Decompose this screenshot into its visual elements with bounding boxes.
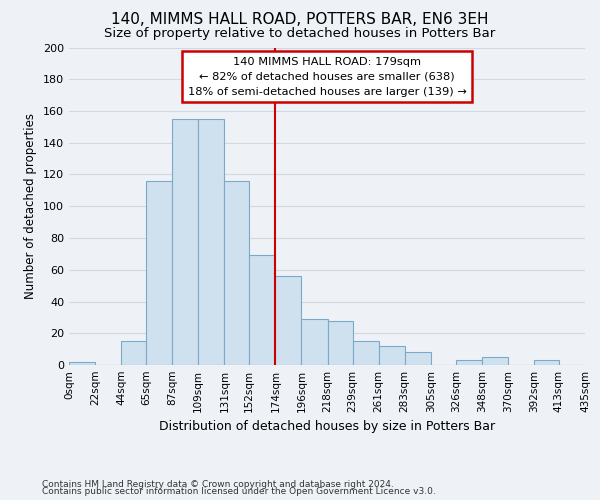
Bar [301,319,328,365]
Bar [146,181,172,365]
Bar [275,276,301,365]
Bar [353,341,379,365]
Bar [328,320,353,365]
Bar [224,181,250,365]
Bar [172,119,198,365]
X-axis label: Distribution of detached houses by size in Potters Bar: Distribution of detached houses by size … [159,420,495,434]
Bar [404,352,431,365]
Text: Contains public sector information licensed under the Open Government Licence v3: Contains public sector information licen… [42,488,436,496]
Bar [482,357,508,365]
Bar [250,256,275,365]
Text: 140 MIMMS HALL ROAD: 179sqm
← 82% of detached houses are smaller (638)
18% of se: 140 MIMMS HALL ROAD: 179sqm ← 82% of det… [188,57,466,96]
Text: 140, MIMMS HALL ROAD, POTTERS BAR, EN6 3EH: 140, MIMMS HALL ROAD, POTTERS BAR, EN6 3… [111,12,489,28]
Y-axis label: Number of detached properties: Number of detached properties [25,114,37,299]
Bar [534,360,559,365]
Text: Contains HM Land Registry data © Crown copyright and database right 2024.: Contains HM Land Registry data © Crown c… [42,480,394,489]
Bar [69,362,95,365]
Bar [456,360,482,365]
Bar [198,119,224,365]
Bar [379,346,404,365]
Text: Size of property relative to detached houses in Potters Bar: Size of property relative to detached ho… [104,28,496,40]
Bar [121,341,146,365]
